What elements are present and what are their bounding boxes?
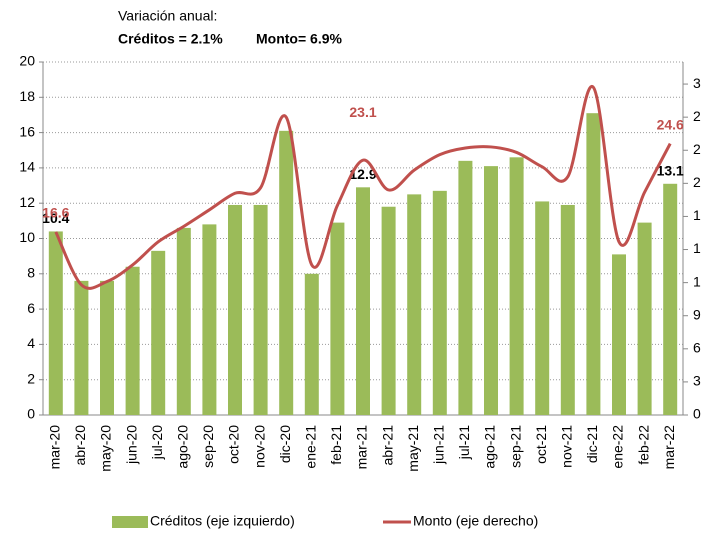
x-tick-label: oct-20 bbox=[226, 425, 242, 464]
data-label: 10.4 bbox=[42, 210, 69, 226]
x-tick-label: jul-20 bbox=[149, 425, 165, 460]
bar bbox=[381, 206, 396, 415]
bar bbox=[484, 166, 498, 415]
line bbox=[54, 85, 672, 290]
bar bbox=[74, 280, 89, 415]
data-label: 24.6 bbox=[657, 116, 684, 132]
data-label: 13.1 bbox=[657, 162, 684, 178]
x-tick-label: mar-22 bbox=[661, 425, 677, 470]
bar bbox=[125, 266, 140, 415]
y-tick-label: 14 bbox=[19, 159, 35, 175]
x-tick-label: dic-21 bbox=[584, 425, 600, 463]
bar bbox=[586, 113, 601, 415]
y2-tick-label: 1 bbox=[693, 273, 701, 289]
y2-tick-label: 1 bbox=[693, 240, 701, 256]
bar bbox=[663, 183, 678, 415]
x-tick-label: jun-21 bbox=[431, 425, 447, 465]
x-tick-label: sep-21 bbox=[507, 425, 523, 468]
bar bbox=[612, 254, 626, 415]
y-tick-label: 16 bbox=[19, 123, 35, 139]
y-tick-label: 18 bbox=[19, 88, 35, 104]
y2-tick-label: 1 bbox=[693, 207, 701, 223]
x-tick-label: feb-21 bbox=[328, 425, 344, 465]
bar bbox=[202, 224, 217, 415]
bar bbox=[560, 204, 575, 415]
x-tick-label: ene-22 bbox=[610, 425, 626, 469]
data-label: 12.9 bbox=[349, 166, 376, 182]
bar bbox=[176, 227, 191, 415]
bar bbox=[279, 130, 294, 415]
bar bbox=[535, 201, 550, 415]
x-tick-label: sep-20 bbox=[200, 425, 216, 468]
x-tick-label: ene-21 bbox=[303, 425, 319, 469]
data-label: 16.6 bbox=[42, 205, 69, 221]
bar bbox=[356, 187, 370, 415]
x-tick-label: may-20 bbox=[98, 425, 114, 472]
y2-tick-label: 2 bbox=[693, 174, 701, 190]
legend-swatch bbox=[112, 516, 148, 528]
bar bbox=[228, 204, 242, 415]
data-label: 23.1 bbox=[349, 104, 376, 120]
x-tick-label: nov-20 bbox=[251, 425, 267, 468]
y2-tick-label: 3 bbox=[693, 75, 701, 91]
bar bbox=[637, 222, 652, 415]
x-tick-label: jul-21 bbox=[456, 425, 472, 460]
x-tick-label: jun-20 bbox=[123, 425, 139, 465]
y-tick-label: 2 bbox=[27, 370, 35, 386]
y2-tick-label: 2 bbox=[693, 108, 701, 124]
y-tick-label: 10 bbox=[19, 229, 35, 245]
legend-label: Monto (eje derecho) bbox=[413, 513, 538, 529]
y2-tick-label: 2 bbox=[693, 141, 701, 157]
x-tick-label: ago-20 bbox=[175, 425, 191, 469]
y2-tick-label: 6 bbox=[693, 340, 701, 356]
x-tick-label: mar-20 bbox=[47, 425, 63, 470]
y2-tick-label: 9 bbox=[693, 306, 701, 322]
x-tick-label: feb-22 bbox=[635, 425, 651, 465]
y2-tick-label: 3 bbox=[693, 373, 701, 389]
y-tick-label: 0 bbox=[27, 406, 35, 422]
x-tick-label: nov-21 bbox=[559, 425, 575, 468]
bar bbox=[509, 157, 524, 415]
annotation: Variación anual: bbox=[118, 8, 217, 24]
bar bbox=[151, 250, 166, 415]
x-tick-label: dic-20 bbox=[277, 425, 293, 463]
y2-tick-label: 0 bbox=[693, 406, 701, 422]
bar bbox=[407, 194, 422, 415]
x-tick-label: mar-21 bbox=[354, 425, 370, 470]
bar bbox=[458, 160, 473, 415]
bar bbox=[253, 204, 268, 415]
y-tick-label: 12 bbox=[19, 194, 35, 210]
x-tick-label: abr-21 bbox=[379, 425, 395, 466]
x-tick-label: ago-21 bbox=[482, 425, 498, 469]
x-tick-label: oct-21 bbox=[533, 425, 549, 464]
y-tick-label: 6 bbox=[27, 300, 35, 316]
bar bbox=[432, 190, 447, 415]
y-tick-label: 4 bbox=[27, 335, 35, 351]
annotation: Créditos = 2.1% bbox=[118, 31, 223, 47]
annotation: Monto= 6.9% bbox=[256, 31, 343, 47]
x-tick-label: may-21 bbox=[405, 425, 421, 472]
x-tick-label: abr-20 bbox=[72, 425, 88, 466]
bar bbox=[100, 280, 114, 415]
bar bbox=[304, 273, 319, 415]
bar bbox=[330, 222, 345, 415]
bar bbox=[48, 231, 63, 415]
y-tick-label: 20 bbox=[19, 53, 35, 69]
y-tick-label: 8 bbox=[27, 265, 35, 281]
legend-label: Créditos (eje izquierdo) bbox=[150, 513, 295, 529]
